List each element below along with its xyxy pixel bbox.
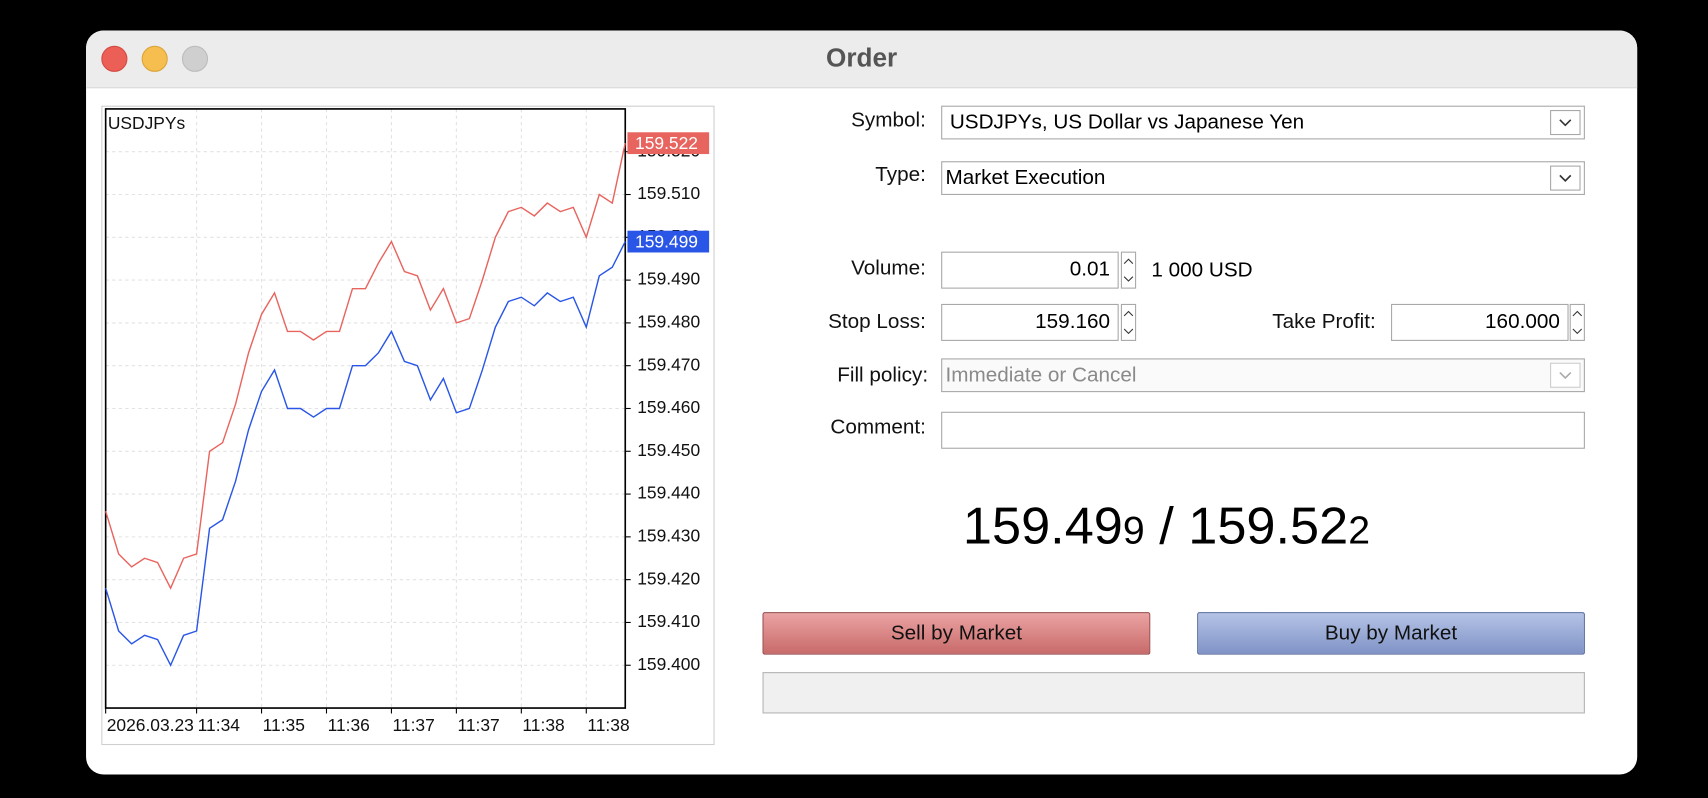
y-tick-label: 159.470 [637,354,700,374]
chart: USDJPYs 159.400 159.410 159.420 159.430 159.… [104,108,710,735]
comment-input[interactable] [941,411,1585,449]
x-tick-label: 11:36 [328,715,370,735]
x-tick-label: 2026.03.23 [107,715,194,735]
fill-policy-label: Fill policy: [837,363,929,387]
plot-frame [104,108,627,709]
volume-label: Volume: [851,257,926,280]
x-tick-label: 11:37 [457,715,499,735]
x-tick-label: 11:37 [393,715,435,735]
take-profit-input[interactable]: 160.000 [1391,303,1569,341]
y-tick-label: 159.460 [637,397,700,417]
stop-loss-input[interactable]: 159.160 [941,303,1119,341]
volume-spinner[interactable] [1120,251,1137,289]
volume-input[interactable]: 0.01 [941,251,1119,289]
ask-price: 159.52 [1188,497,1349,556]
y-tick-label: 159.420 [637,568,700,588]
dropdown-arrow [1550,165,1581,191]
fill-policy-select: Immediate or Cancel [941,358,1585,393]
symbol-label: Symbol: [851,108,926,132]
zoom-button [181,45,209,72]
y-tick-label: 159.440 [637,483,700,503]
take-profit-label: Take Profit: [1272,310,1376,334]
spinner-arrows [1123,310,1134,335]
dropdown-arrow [1550,362,1581,388]
price-line [104,143,626,590]
y-tick-label: 159.430 [637,525,700,545]
price-marker-label: 159.499 [635,231,698,251]
stop-loss-value: 159.160 [1035,310,1110,334]
comment-label: Comment: [830,416,926,439]
dropdown-arrow [1550,110,1581,136]
chevron [1559,119,1572,127]
volume-value: 0.01 [1069,258,1110,282]
type-select[interactable]: Market Execution [941,161,1585,195]
volume-note: 1 000 USD [1151,259,1253,283]
chart-panel: USDJPYs 159.400 159.410 159.420 159.430 159.… [101,105,715,746]
stop-loss-spinner[interactable] [1120,303,1137,341]
bid-pip: 9 [1122,507,1145,553]
bid-price: 159.49 [962,497,1123,556]
y-tick-label: 159.480 [637,312,700,332]
minimize-button[interactable] [141,45,168,72]
y-tick-label: 159.450 [637,440,700,460]
y-tick-label: 159.400 [637,654,700,674]
x-tick-label: 11:38 [522,715,564,735]
x-tick-label: 11:35 [263,715,305,735]
x-tick-label: 11:34 [198,715,241,735]
title-bar: Order [86,30,1638,89]
price-marker-label: 159.522 [635,133,698,153]
price-line [104,241,626,667]
buy-button[interactable]: Buy by Market [1197,612,1585,655]
x-tick-label: 11:38 [587,715,629,735]
close-button[interactable] [101,45,128,72]
window-title: Order [826,43,898,73]
take-profit-value: 160.000 [1485,310,1560,334]
chevron [1559,371,1572,380]
quote-display: 159.499 / 159.522 [963,497,1370,557]
take-profit-spinner[interactable] [1569,303,1585,341]
status-bar [762,672,1585,714]
quote-separator: / [1159,497,1174,556]
symbol-select[interactable]: USDJPYs, US Dollar vs Japanese Yen [941,105,1585,140]
stop-loss-label: Stop Loss: [828,310,926,334]
order-dialog: Order USDJPYs 159.400 159.410 159.420 159.4… [86,30,1638,775]
spinner-arrows [1572,310,1583,335]
chart-title: USDJPYs [108,113,186,133]
sell-button[interactable]: Sell by Market [762,612,1151,655]
symbol-value: USDJPYs, US Dollar vs Japanese Yen [949,110,1305,134]
type-label: Type: [875,163,926,187]
y-tick-label: 159.510 [637,183,700,203]
price-marker [627,230,710,253]
price-marker [627,132,710,155]
y-tick-label: 159.490 [637,269,700,289]
type-value: Market Execution [945,166,1106,189]
ask-pip: 2 [1348,507,1371,553]
spinner-arrows [1123,258,1134,282]
chevron [1559,174,1572,182]
y-tick-label: 159.410 [637,611,700,631]
fill-policy-value: Immediate or Cancel [945,363,1137,387]
